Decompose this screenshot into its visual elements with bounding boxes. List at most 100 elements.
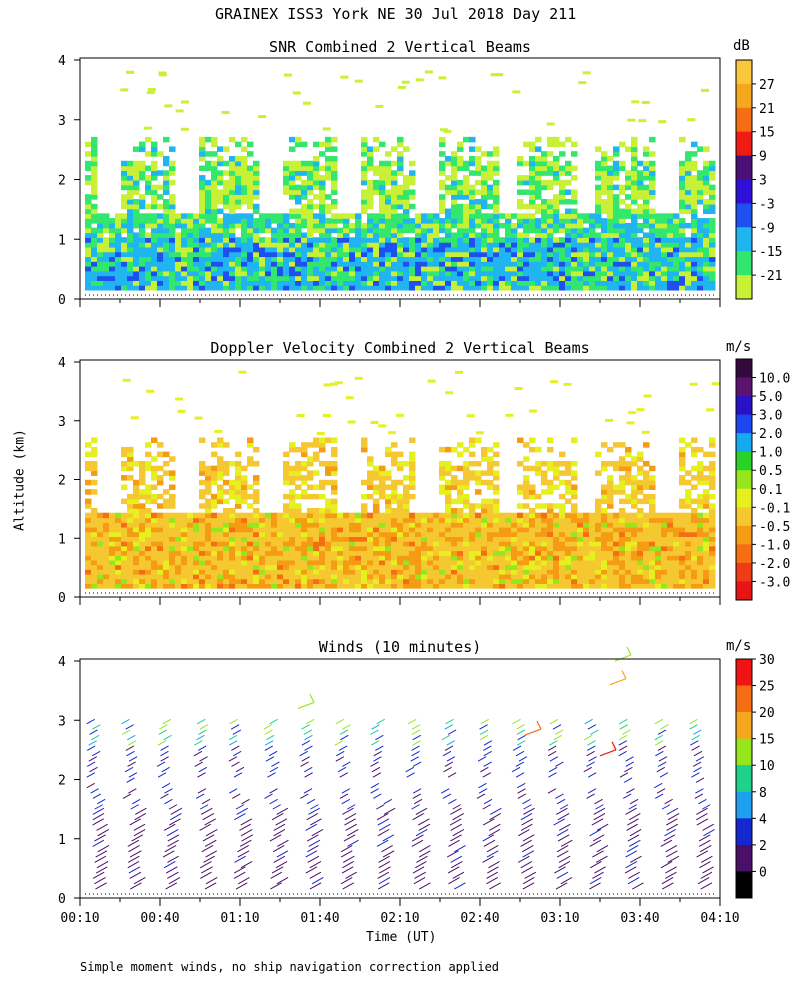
heatmap-cell <box>235 470 242 476</box>
heatmap-cell <box>307 460 314 467</box>
heatmap-cell <box>379 170 386 176</box>
heatmap-cell <box>499 285 506 291</box>
heatmap-cell <box>709 517 716 523</box>
wind-barb <box>277 839 289 847</box>
wind-barb <box>307 845 319 853</box>
heatmap-cell <box>283 493 290 500</box>
heatmap-cell <box>607 218 614 224</box>
heatmap-cell <box>223 184 230 191</box>
wind-barb <box>237 850 250 858</box>
heatmap-cell <box>253 550 260 556</box>
heatmap-cell <box>241 275 248 281</box>
heatmap-cell <box>553 285 560 291</box>
heatmap-cell <box>547 446 554 453</box>
heatmap-cell <box>583 237 590 243</box>
wind-barb <box>131 834 144 842</box>
heatmap-cell <box>145 165 152 172</box>
heatmap-cell <box>121 573 128 580</box>
heatmap-cell <box>163 213 170 219</box>
heatmap-cell <box>385 285 392 291</box>
heatmap-cell <box>427 517 434 523</box>
heatmap-cell <box>517 198 524 205</box>
heatmap-cell <box>535 270 542 277</box>
heatmap-cell <box>619 232 626 238</box>
heatmap-cell <box>493 237 500 243</box>
heatmap-cell <box>103 522 110 528</box>
heatmap-cell <box>619 442 626 448</box>
heatmap-cell <box>205 165 212 172</box>
heatmap-cell <box>307 256 314 262</box>
heatmap-cell <box>121 179 128 186</box>
heatmap-cell <box>703 222 710 229</box>
heatmap-cell <box>565 232 572 238</box>
heatmap-cell <box>151 554 158 561</box>
wind-barb <box>128 788 137 794</box>
heatmap-cell <box>553 526 560 533</box>
wind-barb <box>269 788 278 794</box>
heatmap-cell <box>223 559 230 566</box>
heatmap-cell <box>133 569 140 575</box>
heatmap-cell <box>445 559 452 566</box>
heatmap-cell <box>343 522 350 528</box>
heatmap-cell <box>295 256 302 262</box>
heatmap-cell <box>637 256 644 262</box>
heatmap-cell <box>349 213 356 219</box>
heatmap-cell <box>541 470 548 476</box>
heatmap-cell <box>409 175 416 181</box>
heatmap-cell <box>469 261 476 267</box>
heatmap-cell <box>457 232 464 238</box>
heatmap-cell <box>625 242 632 248</box>
heatmap-cell <box>649 256 656 262</box>
heatmap-cell <box>559 540 566 547</box>
heatmap-cell <box>499 550 506 556</box>
heatmap-cell <box>151 540 158 547</box>
heatmap-cell <box>583 246 590 253</box>
heatmap-cell <box>91 194 98 200</box>
heatmap-cell <box>355 526 362 533</box>
heatmap-cell <box>487 498 494 505</box>
heatmap-cell <box>157 285 164 291</box>
heatmap-cell <box>307 165 314 172</box>
heatmap-cell <box>673 251 680 258</box>
heatmap-cell <box>463 540 470 547</box>
heatmap-cell <box>97 227 104 234</box>
heatmap-cell <box>127 285 134 291</box>
heatmap-cell <box>481 170 488 176</box>
heatmap-cell <box>427 526 434 533</box>
heatmap-cell <box>607 270 614 277</box>
heatmap-cell <box>697 475 704 481</box>
heatmap-cell <box>175 109 184 113</box>
heatmap-cell <box>187 251 194 258</box>
heatmap-cell <box>277 251 284 258</box>
heatmap-cell <box>331 170 338 176</box>
heatmap-cell <box>709 175 716 181</box>
heatmap-cell <box>679 189 686 195</box>
heatmap-cell <box>529 160 536 167</box>
wind-barb <box>232 750 242 757</box>
heatmap-cell <box>421 550 428 556</box>
heatmap-cell <box>115 540 122 547</box>
heatmap-cell <box>211 517 218 523</box>
heatmap-cell <box>475 242 482 248</box>
heatmap-cell <box>511 265 518 272</box>
heatmap-cell <box>127 569 134 575</box>
heatmap-cell <box>511 564 518 570</box>
heatmap-cell <box>307 208 314 215</box>
heatmap-cell <box>517 536 524 542</box>
heatmap-cell <box>385 189 392 195</box>
heatmap-cell <box>127 512 134 519</box>
heatmap-cell <box>511 522 518 528</box>
heatmap-cell <box>325 583 332 589</box>
heatmap-cell <box>85 203 92 210</box>
heatmap-cell <box>523 218 530 224</box>
heatmap-cell <box>553 275 560 281</box>
heatmap-cell <box>451 498 458 505</box>
heatmap-cell <box>511 573 518 580</box>
heatmap-cell <box>265 569 272 575</box>
heatmap-cell <box>229 573 236 580</box>
heatmap-cell <box>631 170 638 176</box>
heatmap-cell <box>379 165 386 172</box>
heatmap-cell <box>613 460 620 467</box>
heatmap-cell <box>157 151 164 157</box>
heatmap-cell <box>313 194 320 200</box>
